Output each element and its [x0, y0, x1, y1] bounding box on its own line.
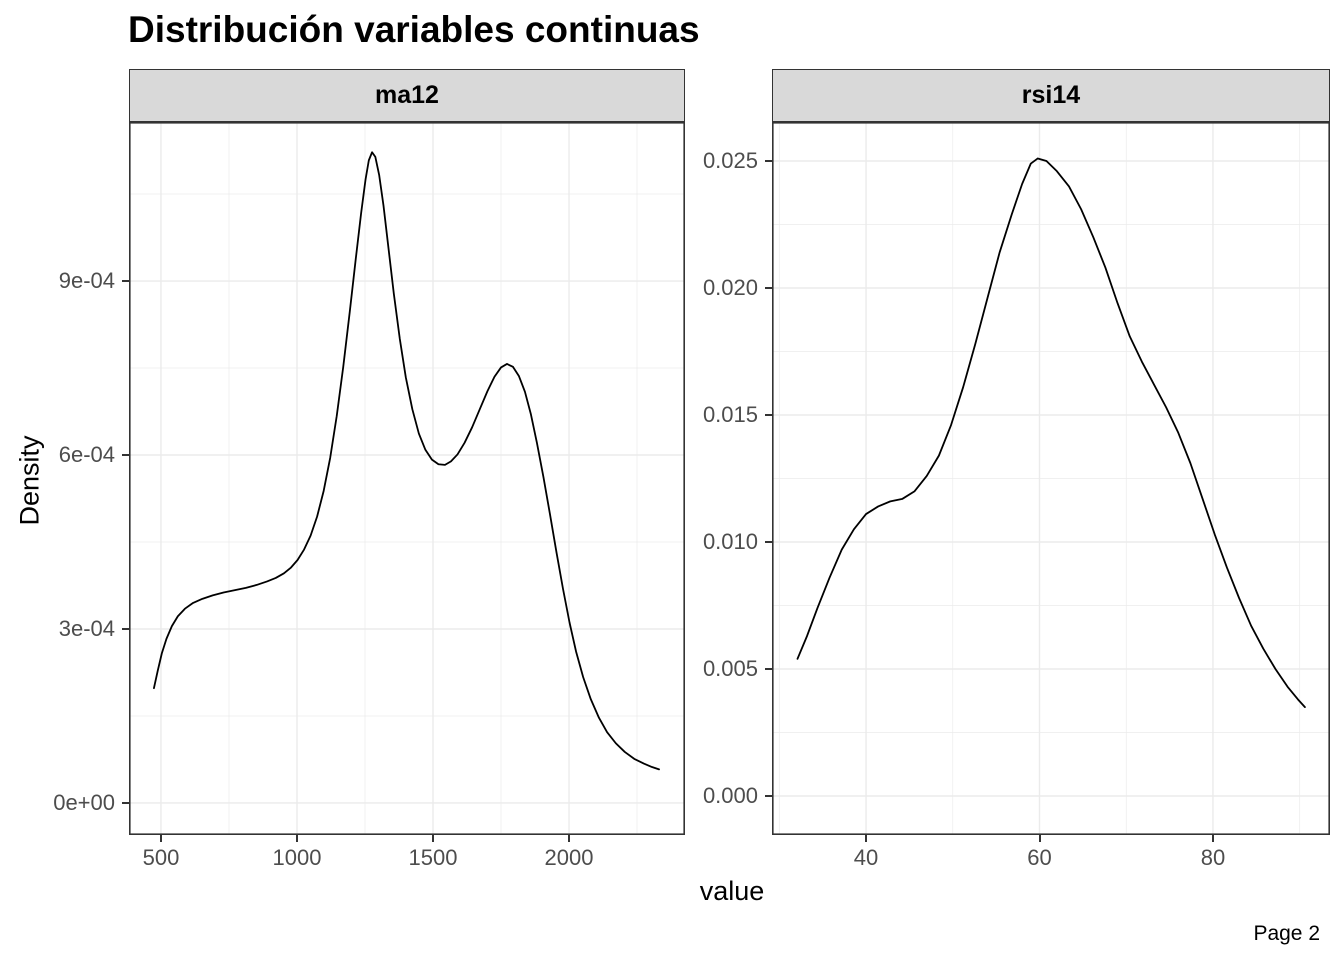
x-axis-title: value [699, 876, 765, 906]
y-tick-mark [122, 454, 129, 456]
x-tick-mark [159, 835, 162, 842]
x-tick-label: 500 [142, 845, 180, 870]
y-tick-mark [122, 801, 129, 804]
y-tick-label: 0.005 [702, 656, 758, 681]
x-tick-mark [568, 835, 570, 842]
x-tick-label: 80 [1200, 845, 1226, 870]
x-tick-mark [295, 835, 298, 842]
y-tick-label: 0e+00 [53, 789, 115, 815]
y-tick-mark [765, 413, 772, 416]
y-tick-label: 0.020 [702, 274, 758, 300]
y-tick-label: 6e-04 [58, 442, 115, 467]
y-tick-mark [122, 627, 129, 630]
x-tick-mark [1038, 835, 1041, 842]
density-panel-ma12 [129, 122, 685, 835]
y-tick-label: 0.025 [702, 147, 758, 173]
y-tick-label: 0.000 [702, 783, 758, 808]
y-tick-label: 0.015 [702, 401, 758, 427]
y-tick-label: 0.010 [702, 529, 758, 554]
facet-strip-rsi14: rsi14 [772, 69, 1330, 122]
y-tick-mark [765, 286, 772, 289]
density-curve-rsi14 [796, 157, 1306, 708]
y-tick-mark [765, 159, 772, 162]
facet-strip-ma12: ma12 [129, 69, 685, 122]
page-number: Page 2 [1253, 922, 1320, 945]
y-tick-mark [765, 668, 772, 670]
x-tick-label: 1000 [272, 845, 322, 870]
plot-title: Distribución variables continuas [128, 9, 700, 50]
density-panel-rsi14 [772, 122, 1330, 835]
facet-strip-label: rsi14 [1021, 81, 1081, 109]
density-curve-ma12 [153, 151, 660, 771]
x-tick-mark [1211, 835, 1214, 842]
x-tick-label: 1500 [408, 845, 458, 870]
y-tick-mark [765, 541, 772, 543]
y-tick-mark [765, 795, 772, 797]
x-tick-mark [865, 835, 868, 842]
y-axis-title: Density [14, 435, 45, 526]
facet-strip-label: ma12 [375, 81, 439, 109]
y-tick-label: 9e-04 [58, 268, 115, 294]
x-tick-label: 2000 [544, 845, 594, 870]
x-tick-label: 60 [1027, 845, 1052, 870]
x-tick-label: 40 [853, 845, 879, 870]
y-tick-mark [122, 280, 129, 283]
x-tick-mark [432, 835, 434, 842]
y-tick-label: 3e-04 [58, 615, 115, 641]
